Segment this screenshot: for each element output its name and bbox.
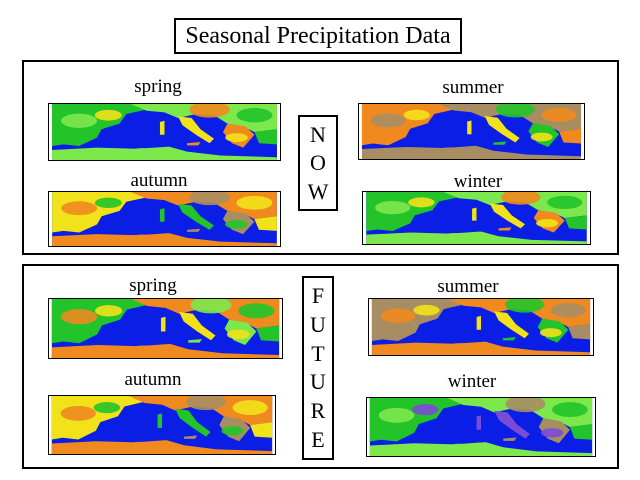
future-winter-label: winter [447,371,497,392]
vertical-letter: U [310,369,326,395]
now-autumn-label: autumn [130,170,188,191]
now-panel [22,60,619,255]
future-autumn-label: autumn [124,369,182,390]
future-winter-map [366,397,596,457]
future-panel [22,264,619,469]
future-summer-label: summer [437,276,499,297]
now-winter-map [362,191,591,245]
future-autumn-map [48,395,276,455]
now-spring-label: spring [134,76,182,97]
future-spring-map [48,298,283,359]
now-summer-map [358,103,585,160]
page-title: Seasonal Precipitation Data [174,18,462,54]
vertical-letter: U [310,311,326,337]
vertical-letter: T [311,340,325,366]
now-summer-label: summer [442,77,504,98]
vertical-letter: N [310,121,326,147]
now-autumn-map [48,191,281,247]
vertical-letter: W [307,178,329,204]
now-winter-label: winter [453,171,503,192]
future-summer-map [368,298,594,356]
vertical-letter: R [310,398,326,424]
vertical-letter: F [311,282,325,308]
vertical-letter: E [311,427,325,453]
now-spring-map [48,103,281,161]
future-spring-label: spring [129,275,177,296]
vertical-letter: O [310,150,326,175]
